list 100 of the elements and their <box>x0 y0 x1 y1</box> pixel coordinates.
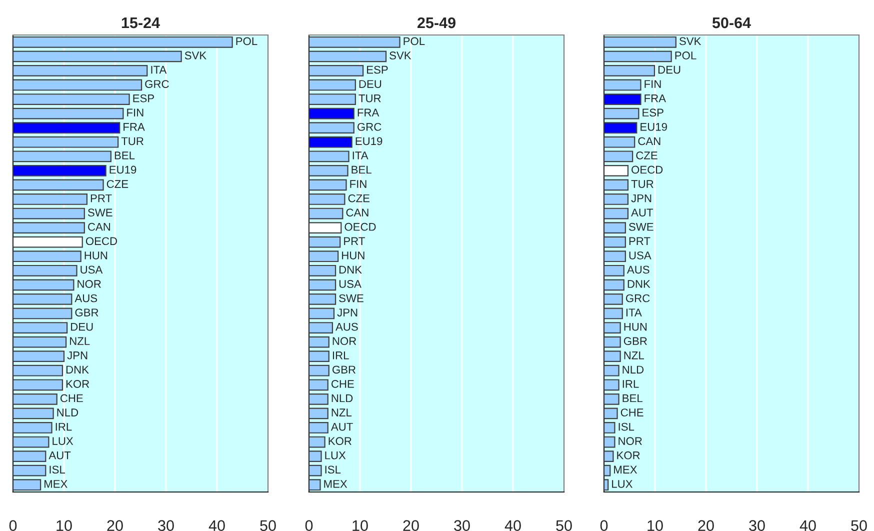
bar <box>604 322 621 334</box>
bar <box>309 408 328 420</box>
bar <box>13 150 112 162</box>
bar <box>309 379 328 391</box>
bar <box>309 108 354 120</box>
bar <box>604 94 642 105</box>
bar <box>604 294 623 305</box>
y-tick-label: IRL <box>56 422 72 431</box>
y-tick-label: DEU <box>658 66 680 74</box>
y-tick-label: NZL <box>624 352 644 360</box>
y-tick-label: OECD <box>86 237 117 246</box>
y-tick-label: ISL <box>50 466 66 474</box>
bar <box>604 150 634 162</box>
bar <box>604 222 626 234</box>
bar <box>13 50 182 62</box>
y-tick-label: PRT <box>344 237 365 245</box>
bar <box>604 350 621 362</box>
y-tick-label: NZL <box>332 408 352 416</box>
bar <box>13 350 65 362</box>
y-tick-label: NLD <box>622 366 644 374</box>
y-tick-label: AUS <box>626 266 650 274</box>
bar <box>604 250 626 262</box>
bar <box>309 450 322 462</box>
chart-title: 25-49 <box>417 17 456 28</box>
y-tick-label: ISL <box>618 422 634 431</box>
y-tick-label: FRA <box>124 123 145 131</box>
y-tick-label: HUN <box>342 252 364 260</box>
y-tick-label: NOR <box>332 337 356 346</box>
y-tick-label: GRC <box>145 80 169 88</box>
y-tick-label: JPN <box>337 308 358 316</box>
bar <box>13 336 67 348</box>
bar <box>13 36 233 48</box>
bar <box>309 479 321 491</box>
bar <box>13 379 64 391</box>
y-tick-label: CHE <box>331 380 354 388</box>
y-tick-label: GRC <box>358 122 382 131</box>
y-tick-label: SWE <box>339 294 364 302</box>
x-tick-label: 0 <box>305 520 313 531</box>
y-tick-label: DNK <box>628 280 650 288</box>
bar <box>604 336 621 348</box>
bar <box>13 294 72 305</box>
y-tick-label: USA <box>80 266 103 274</box>
y-tick-label: NLD <box>57 408 78 416</box>
y-tick-label: KOR <box>617 451 640 460</box>
chart-title: 50-64 <box>712 17 751 28</box>
y-tick-label: CAN <box>638 137 660 146</box>
y-tick-label: CAN <box>346 208 368 216</box>
bar <box>309 393 328 405</box>
bar <box>13 464 46 476</box>
y-tick-label: AUS <box>336 322 358 331</box>
bar <box>13 250 82 262</box>
y-tick-label: KOR <box>328 437 352 445</box>
y-tick-label: LUX <box>52 437 74 445</box>
bar <box>13 408 54 420</box>
bar <box>13 422 52 434</box>
y-tick-label: MEX <box>614 466 638 474</box>
y-tick-label: DNK <box>66 366 89 374</box>
y-tick-label: ITA <box>626 308 642 316</box>
bar <box>309 164 348 176</box>
x-tick-label: 30 <box>158 520 174 531</box>
bar <box>604 65 656 76</box>
y-tick-label: BEL <box>114 152 135 160</box>
y-tick-label: CHE <box>620 408 644 416</box>
y-tick-label: GBR <box>624 337 647 346</box>
y-tick-label: FIN <box>350 180 366 188</box>
y-tick-label: PRT <box>90 194 112 202</box>
bar <box>309 194 346 205</box>
bar <box>309 364 330 376</box>
y-tick-label: NZL <box>70 337 90 345</box>
bar <box>309 236 341 248</box>
bar <box>13 279 74 291</box>
bar <box>604 450 614 462</box>
x-tick-label: 20 <box>403 520 419 531</box>
y-tick-label: ESP <box>133 94 154 102</box>
y-tick-label: TUR <box>358 94 381 102</box>
y-tick-label: GRC <box>626 294 650 302</box>
bar <box>13 322 68 334</box>
bar <box>309 208 344 220</box>
bar <box>309 464 322 476</box>
y-tick-label: NLD <box>332 394 353 402</box>
x-tick-label: 30 <box>454 520 470 531</box>
bar <box>309 122 354 134</box>
bar <box>309 264 336 276</box>
x-tick-label: 40 <box>208 520 225 531</box>
bar <box>604 422 616 434</box>
bar <box>13 208 85 220</box>
bar <box>604 108 640 120</box>
y-tick-label: ESP <box>367 66 388 74</box>
bar <box>604 36 676 48</box>
y-tick-label: FIN <box>644 80 661 88</box>
y-tick-label: ISL <box>325 466 341 474</box>
y-tick-label: CZE <box>106 180 128 188</box>
bar <box>13 122 120 134</box>
x-tick-label: 30 <box>749 520 765 531</box>
chart-title: 15-24 <box>122 17 160 28</box>
y-tick-label: BEL <box>622 394 642 402</box>
bar <box>13 479 42 491</box>
bar <box>309 94 356 105</box>
y-tick-label: FIN <box>127 108 144 116</box>
x-tick-label: 10 <box>56 520 72 531</box>
